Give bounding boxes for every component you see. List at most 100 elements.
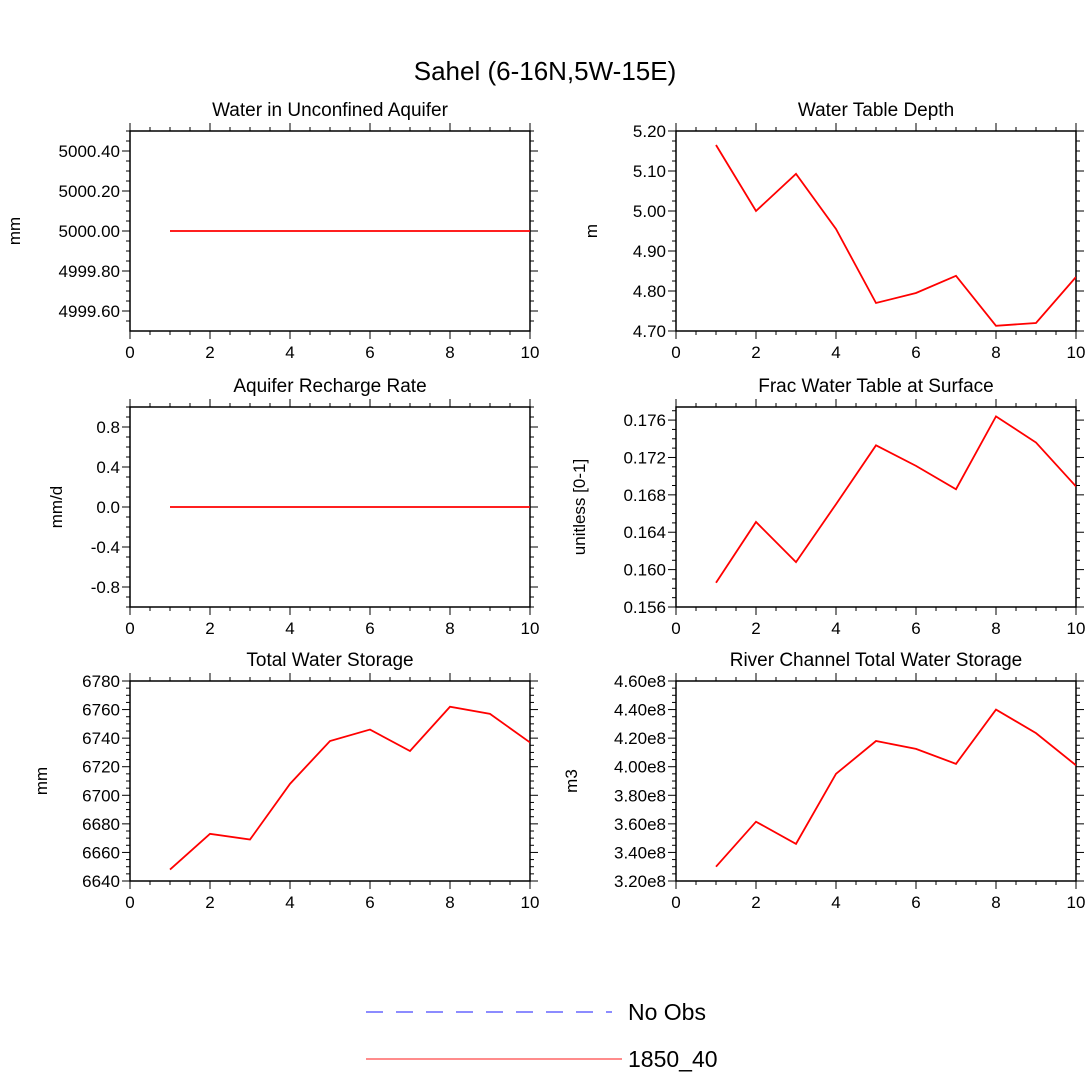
y-tick-label: 0.0 <box>96 498 120 517</box>
y-tick-label: 6760 <box>82 701 120 720</box>
x-tick-label: 10 <box>1067 893 1086 912</box>
y-tick-label: 4.90 <box>633 242 666 261</box>
panel-2: Water Table Depth 0 2 4 6 8 10 4.70 4.80 4.90 5.00… <box>582 100 1085 362</box>
x-tick-label: 8 <box>445 343 454 362</box>
figure-title: Sahel (6-16N,5W-15E) <box>414 56 677 86</box>
x-tick-label: 8 <box>991 893 1000 912</box>
y-tick-label: 5000.00 <box>59 222 120 241</box>
x-tick-label: 6 <box>365 619 374 638</box>
y-tick-label: 0.4 <box>96 458 120 477</box>
panel-title: Water Table Depth <box>798 100 954 121</box>
panel-title: River Channel Total Water Storage <box>730 650 1023 671</box>
x-tick-label: 10 <box>521 893 540 912</box>
y-tick-label: 0.156 <box>623 598 666 617</box>
x-tick-label: 2 <box>205 893 214 912</box>
panel-title: Total Water Storage <box>246 650 413 671</box>
y-tick-label: 3.40e8 <box>614 843 666 862</box>
x-tick-label: 8 <box>991 343 1000 362</box>
x-tick-label: 0 <box>125 893 134 912</box>
y-tick-label: 0.8 <box>96 418 120 437</box>
y-tick-label: 5.20 <box>633 122 666 141</box>
legend-no-obs-label: No Obs <box>628 999 706 1025</box>
y-tick-label: 6680 <box>82 815 120 834</box>
x-tick-label: 8 <box>991 619 1000 638</box>
y-tick-label: 4.60e8 <box>614 672 666 691</box>
y-tick-label: -0.4 <box>91 538 120 557</box>
x-tick-label: 10 <box>521 343 540 362</box>
y-tick-label: 0.172 <box>623 448 666 467</box>
x-tick-label: 8 <box>445 893 454 912</box>
y-axis-label: m3 <box>562 769 581 793</box>
x-tick-label: 4 <box>285 893 294 912</box>
y-tick-label: 3.20e8 <box>614 872 666 891</box>
x-tick-label: 6 <box>911 893 920 912</box>
x-tick-label: 2 <box>205 343 214 362</box>
y-axis-label: mm/d <box>47 486 66 529</box>
x-tick-label: 2 <box>751 619 760 638</box>
x-tick-label: 4 <box>831 619 840 638</box>
legend: No Obs 1850_40 <box>366 999 718 1072</box>
y-tick-label: 3.80e8 <box>614 786 666 805</box>
y-tick-label: -0.8 <box>91 578 120 597</box>
y-tick-label: 6780 <box>82 672 120 691</box>
y-tick-label: 0.168 <box>623 486 666 505</box>
y-tick-label: 6720 <box>82 758 120 777</box>
y-tick-label: 5000.40 <box>59 142 120 161</box>
x-tick-label: 4 <box>831 893 840 912</box>
x-tick-label: 8 <box>445 619 454 638</box>
x-tick-label: 2 <box>205 619 214 638</box>
y-tick-label: 6740 <box>82 729 120 748</box>
y-tick-label: 4.40e8 <box>614 701 666 720</box>
x-tick-label: 6 <box>911 343 920 362</box>
y-tick-label: 6660 <box>82 843 120 862</box>
x-tick-label: 2 <box>751 893 760 912</box>
plot-frame <box>675 130 1077 332</box>
y-tick-label: 4.80 <box>633 282 666 301</box>
y-tick-label: 3.60e8 <box>614 815 666 834</box>
legend-1850-40-label: 1850_40 <box>628 1046 718 1072</box>
y-tick-label: 4999.60 <box>59 302 120 321</box>
y-tick-label: 4999.80 <box>59 262 120 281</box>
panel-title: Water in Unconfined Aquifer <box>212 100 449 121</box>
y-axis-label: mm <box>5 217 24 245</box>
y-tick-label: 6640 <box>82 872 120 891</box>
x-tick-label: 6 <box>911 619 920 638</box>
y-tick-label: 5.10 <box>633 162 666 181</box>
x-tick-label: 0 <box>125 619 134 638</box>
y-tick-label: 0.176 <box>623 411 666 430</box>
y-tick-label: 4.00e8 <box>614 758 666 777</box>
plot-frame <box>675 406 1077 608</box>
panel-3: Aquifer Recharge Rate 0 2 4 6 8 10 -0.8 -0.4 0.0 0… <box>47 376 539 638</box>
x-tick-label: 6 <box>365 893 374 912</box>
panel-4: Frac Water Table at Surface 0 2 4 6 8 10 0.156 0… <box>570 376 1085 638</box>
y-tick-label: 6700 <box>82 786 120 805</box>
y-axis-label: unitless [0-1] <box>570 459 589 555</box>
y-tick-label: 0.164 <box>623 523 666 542</box>
y-axis-label: m <box>582 224 601 238</box>
panel-1: Water in Unconfined Aquifer 0 2 4 6 8 10 4999.6… <box>5 100 539 362</box>
x-tick-label: 0 <box>671 343 680 362</box>
x-tick-label: 0 <box>671 619 680 638</box>
y-tick-label: 5000.20 <box>59 182 120 201</box>
panel-title: Aquifer Recharge Rate <box>233 376 426 397</box>
y-tick-label: 0.160 <box>623 561 666 580</box>
x-tick-label: 10 <box>1067 619 1086 638</box>
x-tick-label: 10 <box>1067 343 1086 362</box>
y-axis-label: mm <box>32 767 51 795</box>
y-tick-label: 4.20e8 <box>614 729 666 748</box>
series-line-1850-40 <box>715 708 1076 868</box>
x-tick-label: 0 <box>125 343 134 362</box>
x-tick-label: 10 <box>521 619 540 638</box>
x-tick-label: 4 <box>285 619 294 638</box>
y-tick-label: 5.00 <box>633 202 666 221</box>
series-line-1850-40 <box>715 144 1076 327</box>
x-tick-label: 4 <box>831 343 840 362</box>
x-tick-label: 0 <box>671 893 680 912</box>
series-line-1850-40 <box>169 705 530 871</box>
x-tick-label: 4 <box>285 343 294 362</box>
y-tick-label: 4.70 <box>633 322 666 341</box>
series-line-1850-40 <box>715 415 1076 584</box>
panel-5: Total Water Storage 0 2 4 6 8 10 6640 6660 6680 67… <box>32 650 539 912</box>
panel-6: River Channel Total Water Storage 0 2 4 6 8 10… <box>562 650 1085 912</box>
